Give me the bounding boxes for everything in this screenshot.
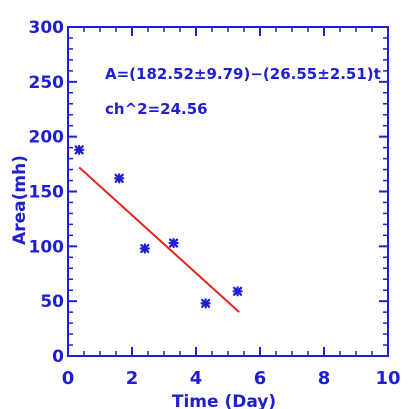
x-axis-label: Time (Day) bbox=[172, 392, 276, 409]
y-tick-label: 150 bbox=[29, 183, 65, 203]
points-layer bbox=[74, 144, 243, 309]
chi-square-annotation: ch^2=24.56 bbox=[105, 100, 208, 118]
data-point bbox=[114, 173, 125, 184]
data-point bbox=[168, 237, 179, 249]
y-tick-label: 0 bbox=[52, 347, 64, 367]
x-tick-label: 2 bbox=[126, 368, 139, 389]
y-tick-label: 50 bbox=[40, 292, 64, 312]
x-tick-label: 10 bbox=[375, 368, 400, 389]
x-tick-label: 0 bbox=[62, 368, 75, 389]
data-point bbox=[232, 286, 243, 297]
y-tick-label: 250 bbox=[29, 73, 65, 93]
y-tick-label: 300 bbox=[29, 18, 65, 38]
x-tick-label: 4 bbox=[190, 368, 203, 389]
data-point bbox=[74, 144, 85, 155]
y-tick-label: 200 bbox=[29, 128, 65, 148]
fit-layer bbox=[78, 166, 240, 313]
y-tick-label: 100 bbox=[29, 237, 65, 257]
data-point bbox=[139, 243, 150, 254]
data-point bbox=[200, 298, 211, 309]
x-tick-label: 6 bbox=[254, 368, 267, 389]
y-axis-label: Area(mh) bbox=[10, 155, 30, 245]
x-tick-label: 8 bbox=[318, 368, 331, 389]
fit-equation-annotation: A=(182.52±9.79)−(26.55±2.51)t bbox=[105, 65, 381, 83]
fit-line bbox=[78, 166, 240, 313]
